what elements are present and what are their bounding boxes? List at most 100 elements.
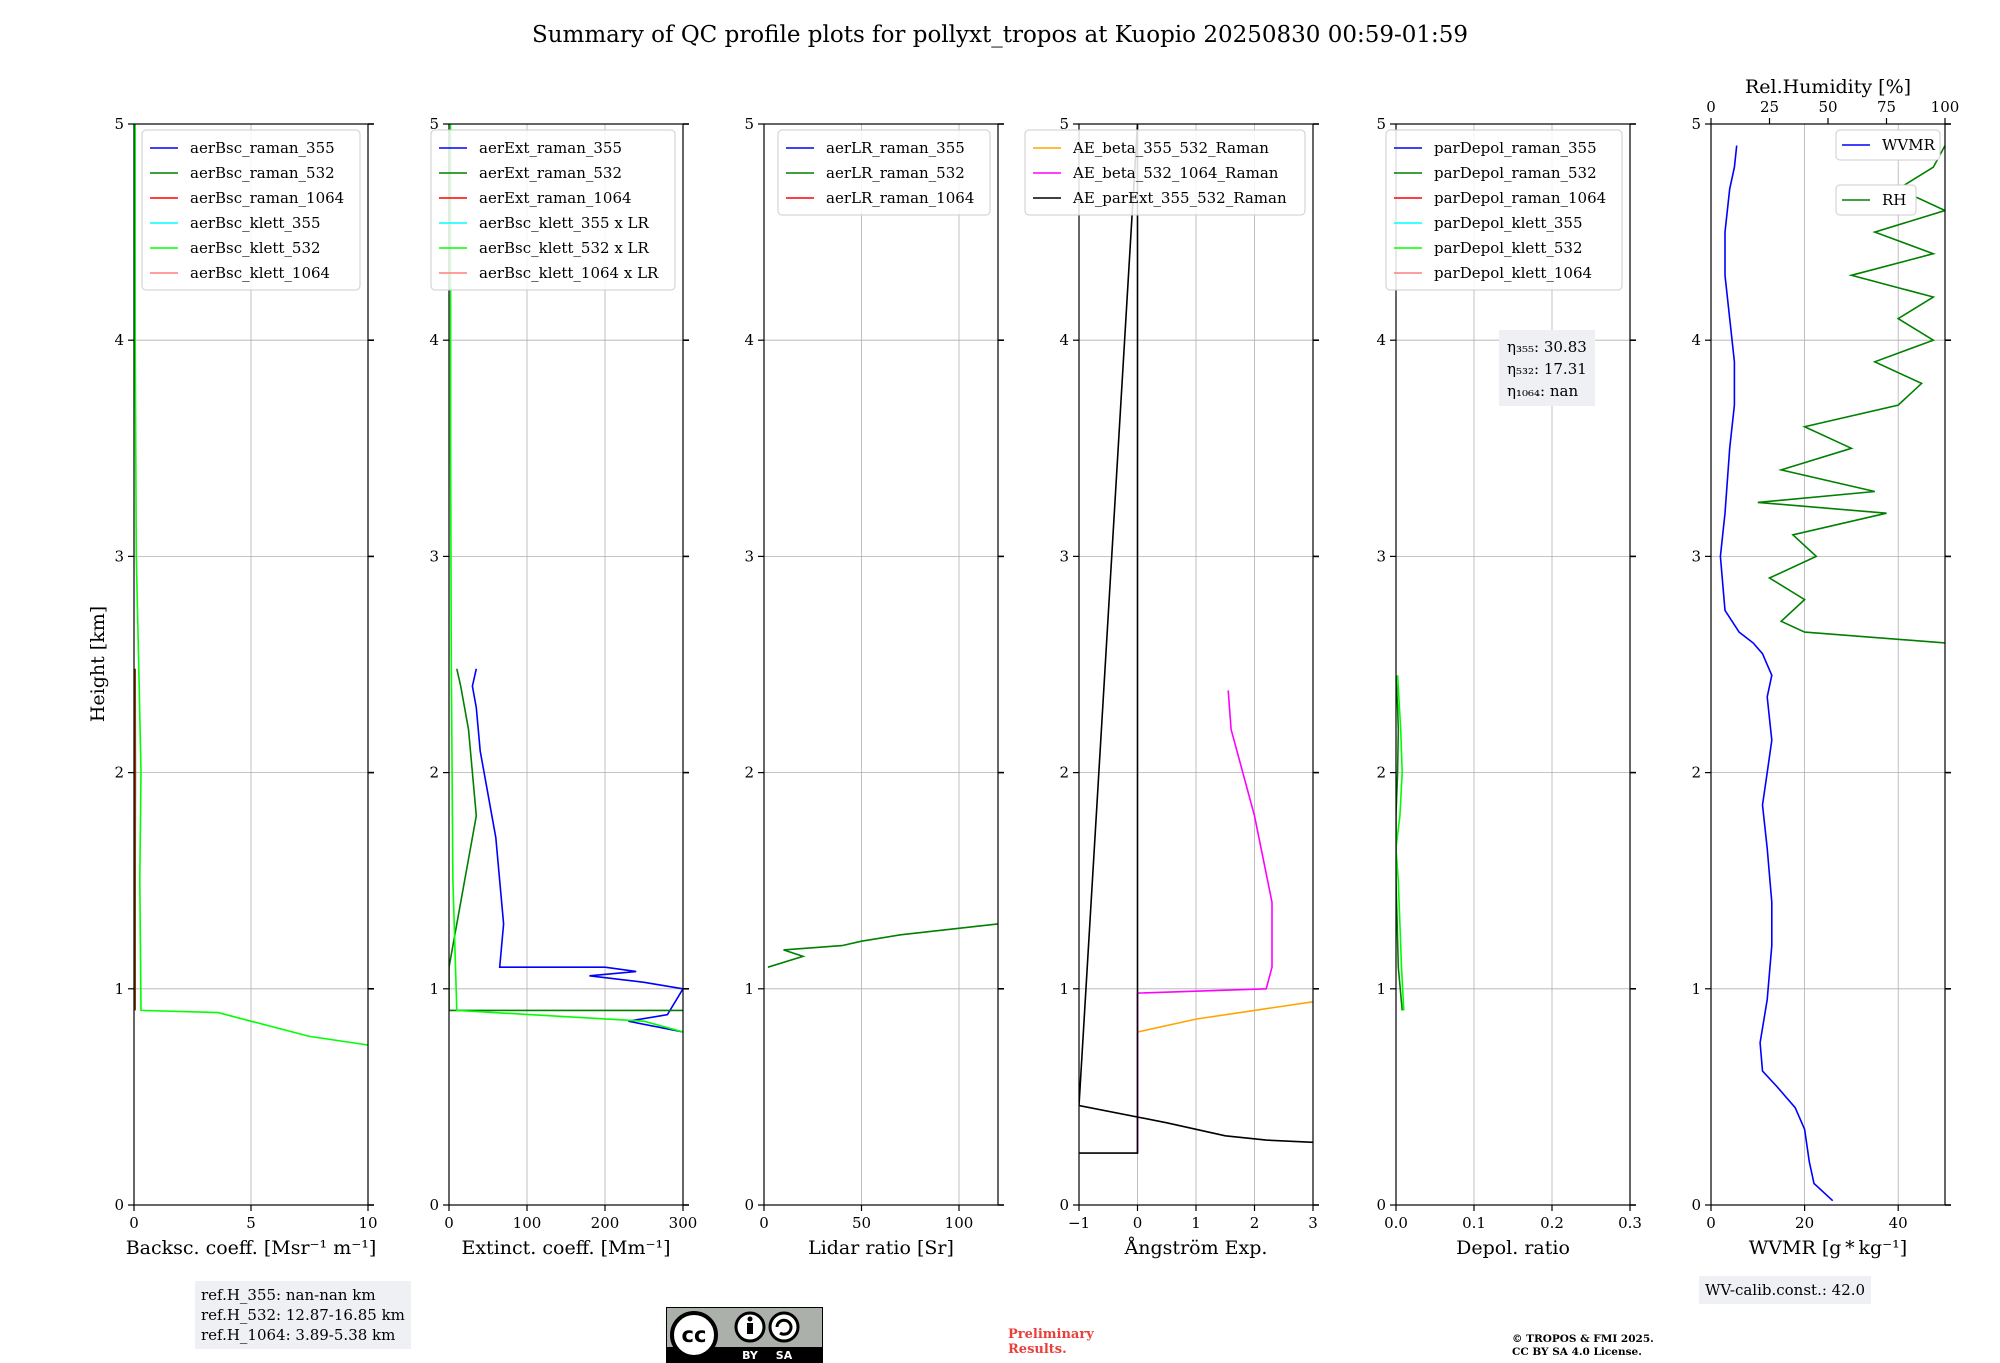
y-tick-label: 4: [1059, 331, 1069, 349]
legend-label: aerExt_raman_532: [479, 164, 622, 182]
x-tick-label: 0: [444, 1214, 454, 1232]
y-tick-label: 1: [1376, 980, 1386, 998]
legend-label: aerExt_raman_355: [479, 139, 622, 157]
legend-label: aerLR_raman_355: [826, 139, 965, 157]
axes-frame: [764, 124, 998, 1205]
legend-label: aerBsc_klett_532: [190, 239, 321, 257]
x2-tick-label: 100: [1931, 98, 1960, 116]
x2-tick-label: 25: [1760, 98, 1779, 116]
y-tick-label: 5: [1376, 115, 1386, 133]
series-line-aerExt_raman_355: [472, 669, 683, 1032]
copyright-line-2: CC BY SA 4.0 License.: [1512, 1346, 1654, 1359]
legend-label: aerBsc_klett_532 x LR: [479, 239, 650, 257]
legend-label: aerBsc_raman_532: [190, 164, 335, 182]
y-tick-label: 3: [1376, 547, 1386, 565]
reference-height-box: ref.H_355: nan-nan km ref.H_532: 12.87-1…: [195, 1281, 411, 1349]
x-tick-label: 200: [591, 1214, 620, 1232]
x-tick-label: 100: [513, 1214, 542, 1232]
y-tick-label: 1: [744, 980, 754, 998]
y-tick-label: 0: [114, 1196, 124, 1214]
series-line-AE_beta_355_532_Raman: [1138, 1002, 1314, 1032]
y-tick-label: 0: [1376, 1196, 1386, 1214]
legend-label: aerLR_raman_532: [826, 164, 965, 182]
x-tick-label: 5: [246, 1214, 256, 1232]
y-tick-label: 5: [114, 115, 124, 133]
legend-label: aerBsc_klett_355 x LR: [479, 214, 650, 232]
legend-label: AE_beta_355_532_Raman: [1072, 139, 1269, 157]
preliminary-line-2: Results.: [1008, 1342, 1094, 1357]
y-tick-label: 4: [114, 331, 124, 349]
eta-label: η₃₅₅: 30.83: [1507, 338, 1587, 356]
x-tick-label: 0.0: [1384, 1214, 1408, 1232]
y-tick-label: 2: [429, 764, 439, 782]
x-tick-label: 0: [759, 1214, 769, 1232]
reference-height-355: ref.H_355: nan-nan km: [201, 1285, 405, 1305]
reference-height-1064: ref.H_1064: 3.89-5.38 km: [201, 1325, 405, 1345]
y-tick-label: 0: [429, 1196, 439, 1214]
x-tick-label: 2: [1250, 1214, 1260, 1232]
y-tick-label: 2: [114, 764, 124, 782]
x-tick-label: 50: [852, 1214, 871, 1232]
x-axis-label: WVMR [g * kg⁻¹]: [1749, 1237, 1907, 1259]
y-tick-label: 4: [429, 331, 439, 349]
legend-label: parDepol_raman_532: [1434, 164, 1597, 182]
y-tick-label: 0: [1059, 1196, 1069, 1214]
x-tick-label: 0.2: [1540, 1214, 1564, 1232]
x-tick-label: 0: [1706, 1214, 1716, 1232]
y-tick-label: 5: [1691, 115, 1701, 133]
x-axis-label: Ångström Exp.: [1124, 1237, 1268, 1259]
cc-by-label: BY: [742, 1349, 759, 1362]
legend-label: aerExt_raman_1064: [479, 189, 632, 207]
series-line-WVMR: [1720, 146, 1832, 1201]
series-line-aerLR_raman_532: [768, 924, 998, 967]
legend-label: parDepol_raman_355: [1434, 139, 1597, 157]
y-tick-label: 3: [744, 547, 754, 565]
copyright-line-1: © TROPOS & FMI 2025.: [1512, 1333, 1654, 1346]
x2-axis-label: Rel.Humidity [%]: [1745, 76, 1911, 98]
eta-label: η₁₀₆₄: nan: [1507, 382, 1578, 400]
y-tick-label: 3: [1059, 547, 1069, 565]
y-tick-label: 3: [429, 547, 439, 565]
legend-label: parDepol_klett_355: [1434, 214, 1583, 232]
y-tick-label: 0: [744, 1196, 754, 1214]
x2-tick-label: 75: [1877, 98, 1896, 116]
x-tick-label: 1: [1191, 1214, 1201, 1232]
x-tick-label: 100: [945, 1214, 974, 1232]
x-tick-label: 0.1: [1462, 1214, 1486, 1232]
legend-label: aerBsc_raman_355: [190, 139, 335, 157]
x-tick-label: 3: [1308, 1214, 1318, 1232]
cc-by-sa-logo: cc BY SA: [666, 1307, 823, 1363]
legend-label: parDepol_raman_1064: [1434, 189, 1606, 207]
axes-frame: [1711, 124, 1945, 1205]
y-tick-label: 2: [1376, 764, 1386, 782]
series-line-parDepol_klett_532: [1396, 675, 1404, 1010]
y-tick-label: 0: [1691, 1196, 1701, 1214]
legend-label: AE_beta_532_1064_Raman: [1072, 164, 1279, 182]
y-tick-label: 4: [1376, 331, 1386, 349]
x-axis-label: Backsc. coeff. [Msr⁻¹ m⁻¹]: [126, 1237, 377, 1259]
x-axis-label: Extinct. coeff. [Mm⁻¹]: [461, 1237, 670, 1259]
legend-label: parDepol_klett_1064: [1434, 264, 1592, 282]
legend-label: WVMR: [1882, 136, 1936, 154]
series-line-aerExt_raman_532: [449, 669, 683, 1011]
legend-label: aerBsc_klett_1064: [190, 264, 330, 282]
y-axis-label: Height [km]: [87, 606, 109, 722]
copyright-note: © TROPOS & FMI 2025. CC BY SA 4.0 Licens…: [1512, 1333, 1654, 1359]
legend-label: aerBsc_klett_355: [190, 214, 321, 232]
x-tick-label: 40: [1889, 1214, 1908, 1232]
cc-logo-text: cc: [682, 1323, 707, 1347]
wv-calibration-constant: WV-calib.const.: 42.0: [1705, 1281, 1865, 1299]
x-axis-label: Lidar ratio [Sr]: [808, 1237, 954, 1259]
y-tick-label: 3: [1691, 547, 1701, 565]
legend-label: RH: [1882, 191, 1906, 209]
cc-sa-label: SA: [776, 1349, 793, 1362]
x-tick-label: 0: [1133, 1214, 1143, 1232]
eta-label: η₅₃₂: 17.31: [1507, 360, 1587, 378]
